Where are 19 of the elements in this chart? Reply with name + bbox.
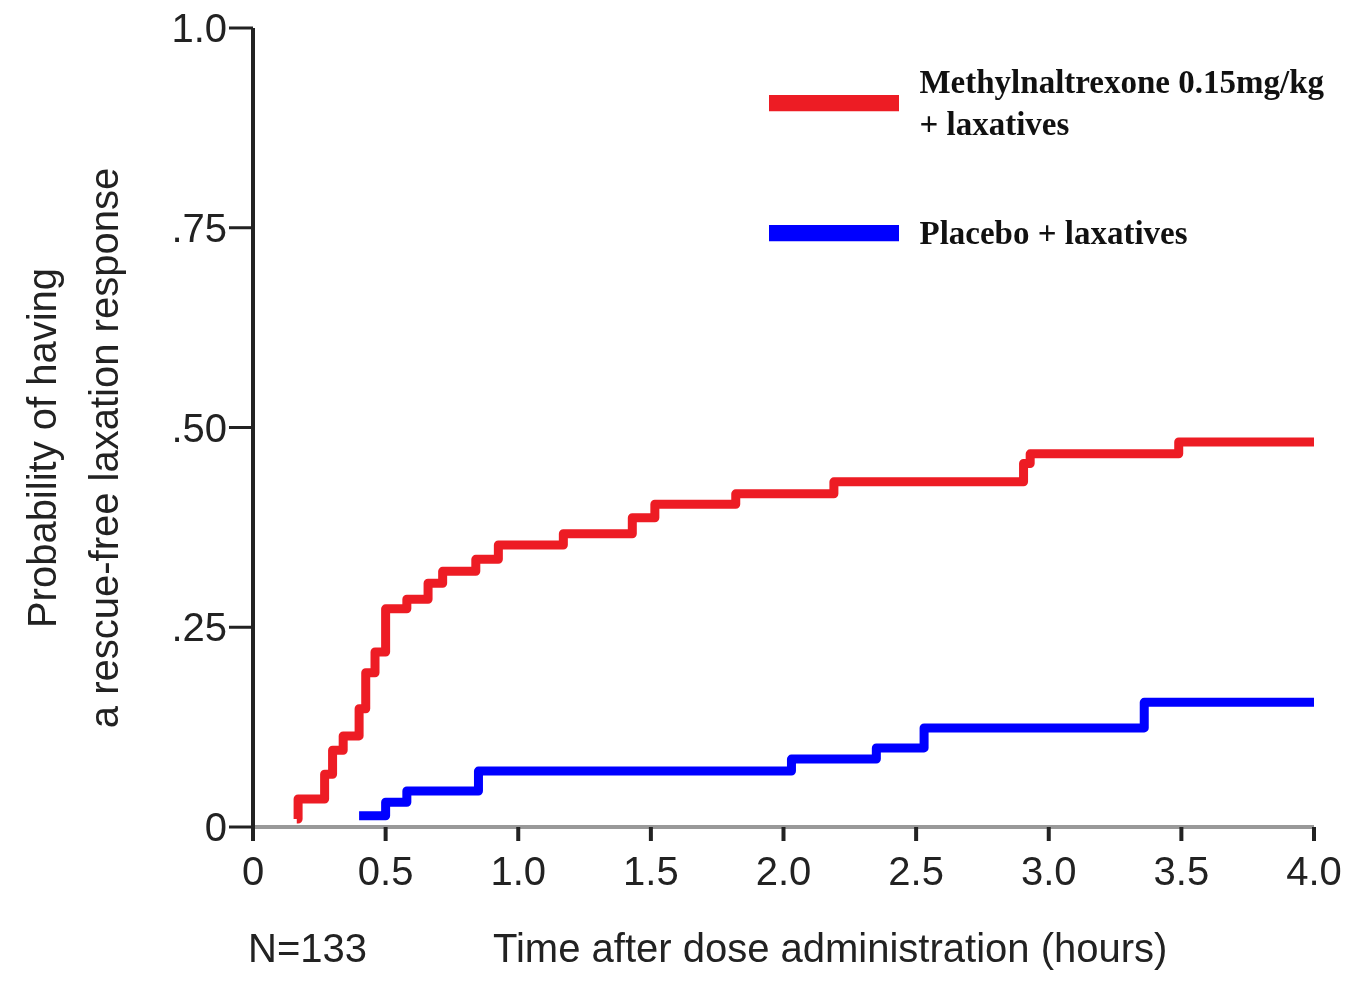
x-tick-label: 0 (241, 849, 265, 894)
x-tick-label: 2.5 (888, 849, 944, 894)
y-tick-label: .75 (171, 205, 227, 250)
x-axis-title: Time after dose administration (hours) (493, 926, 1168, 971)
legend-label: Placebo + laxatives (919, 214, 1188, 253)
x-tick-label: 0.5 (357, 849, 414, 894)
x-tick-label: 4.0 (1286, 849, 1342, 894)
y-tick-label: .50 (171, 405, 227, 450)
x-tick-label: 1.5 (623, 849, 679, 894)
legend-label: Methylnaltrexone 0.15mg/kg + laxatives (919, 63, 1324, 144)
x-tick-label: 3.0 (1020, 849, 1077, 894)
y-axis-title: Probability of having a rescue-free laxation response (19, 167, 127, 729)
x-tick-label: 2.0 (755, 849, 812, 894)
y-tick-label: .25 (171, 605, 227, 650)
x-tick-label: 1.0 (490, 849, 547, 894)
y-tick-label: 1.0 (171, 6, 227, 51)
y-tick-label: 0 (204, 805, 227, 850)
x-tick-label: 3.5 (1153, 849, 1210, 894)
text: N=133 (248, 926, 367, 971)
